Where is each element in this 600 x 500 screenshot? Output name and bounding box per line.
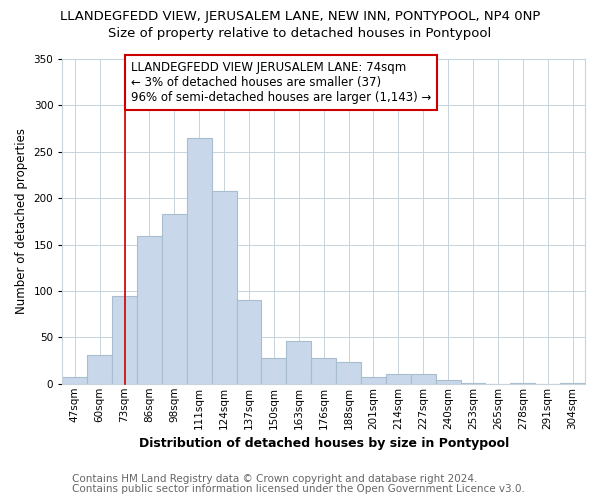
Bar [336, 362, 361, 384]
Bar [461, 383, 485, 384]
Bar [411, 374, 436, 384]
Text: Contains HM Land Registry data © Crown copyright and database right 2024.: Contains HM Land Registry data © Crown c… [72, 474, 478, 484]
Bar [262, 358, 286, 384]
Bar [286, 341, 311, 384]
Text: Contains public sector information licensed under the Open Government Licence v3: Contains public sector information licen… [72, 484, 525, 494]
Bar [62, 378, 87, 384]
Bar [162, 214, 187, 384]
Bar [187, 138, 212, 384]
Y-axis label: Number of detached properties: Number of detached properties [15, 128, 28, 314]
Bar [112, 296, 137, 384]
Text: LLANDEGFEDD VIEW, JERUSALEM LANE, NEW INN, PONTYPOOL, NP4 0NP: LLANDEGFEDD VIEW, JERUSALEM LANE, NEW IN… [60, 10, 540, 23]
Bar [560, 383, 585, 384]
Bar [436, 380, 461, 384]
Bar [361, 378, 386, 384]
Bar [137, 236, 162, 384]
Bar [386, 374, 411, 384]
Text: LLANDEGFEDD VIEW JERUSALEM LANE: 74sqm
← 3% of detached houses are smaller (37)
: LLANDEGFEDD VIEW JERUSALEM LANE: 74sqm ←… [131, 61, 431, 104]
Bar [311, 358, 336, 384]
Bar [511, 383, 535, 384]
Text: Size of property relative to detached houses in Pontypool: Size of property relative to detached ho… [109, 28, 491, 40]
Bar [236, 300, 262, 384]
Bar [87, 355, 112, 384]
Bar [212, 191, 236, 384]
X-axis label: Distribution of detached houses by size in Pontypool: Distribution of detached houses by size … [139, 437, 509, 450]
